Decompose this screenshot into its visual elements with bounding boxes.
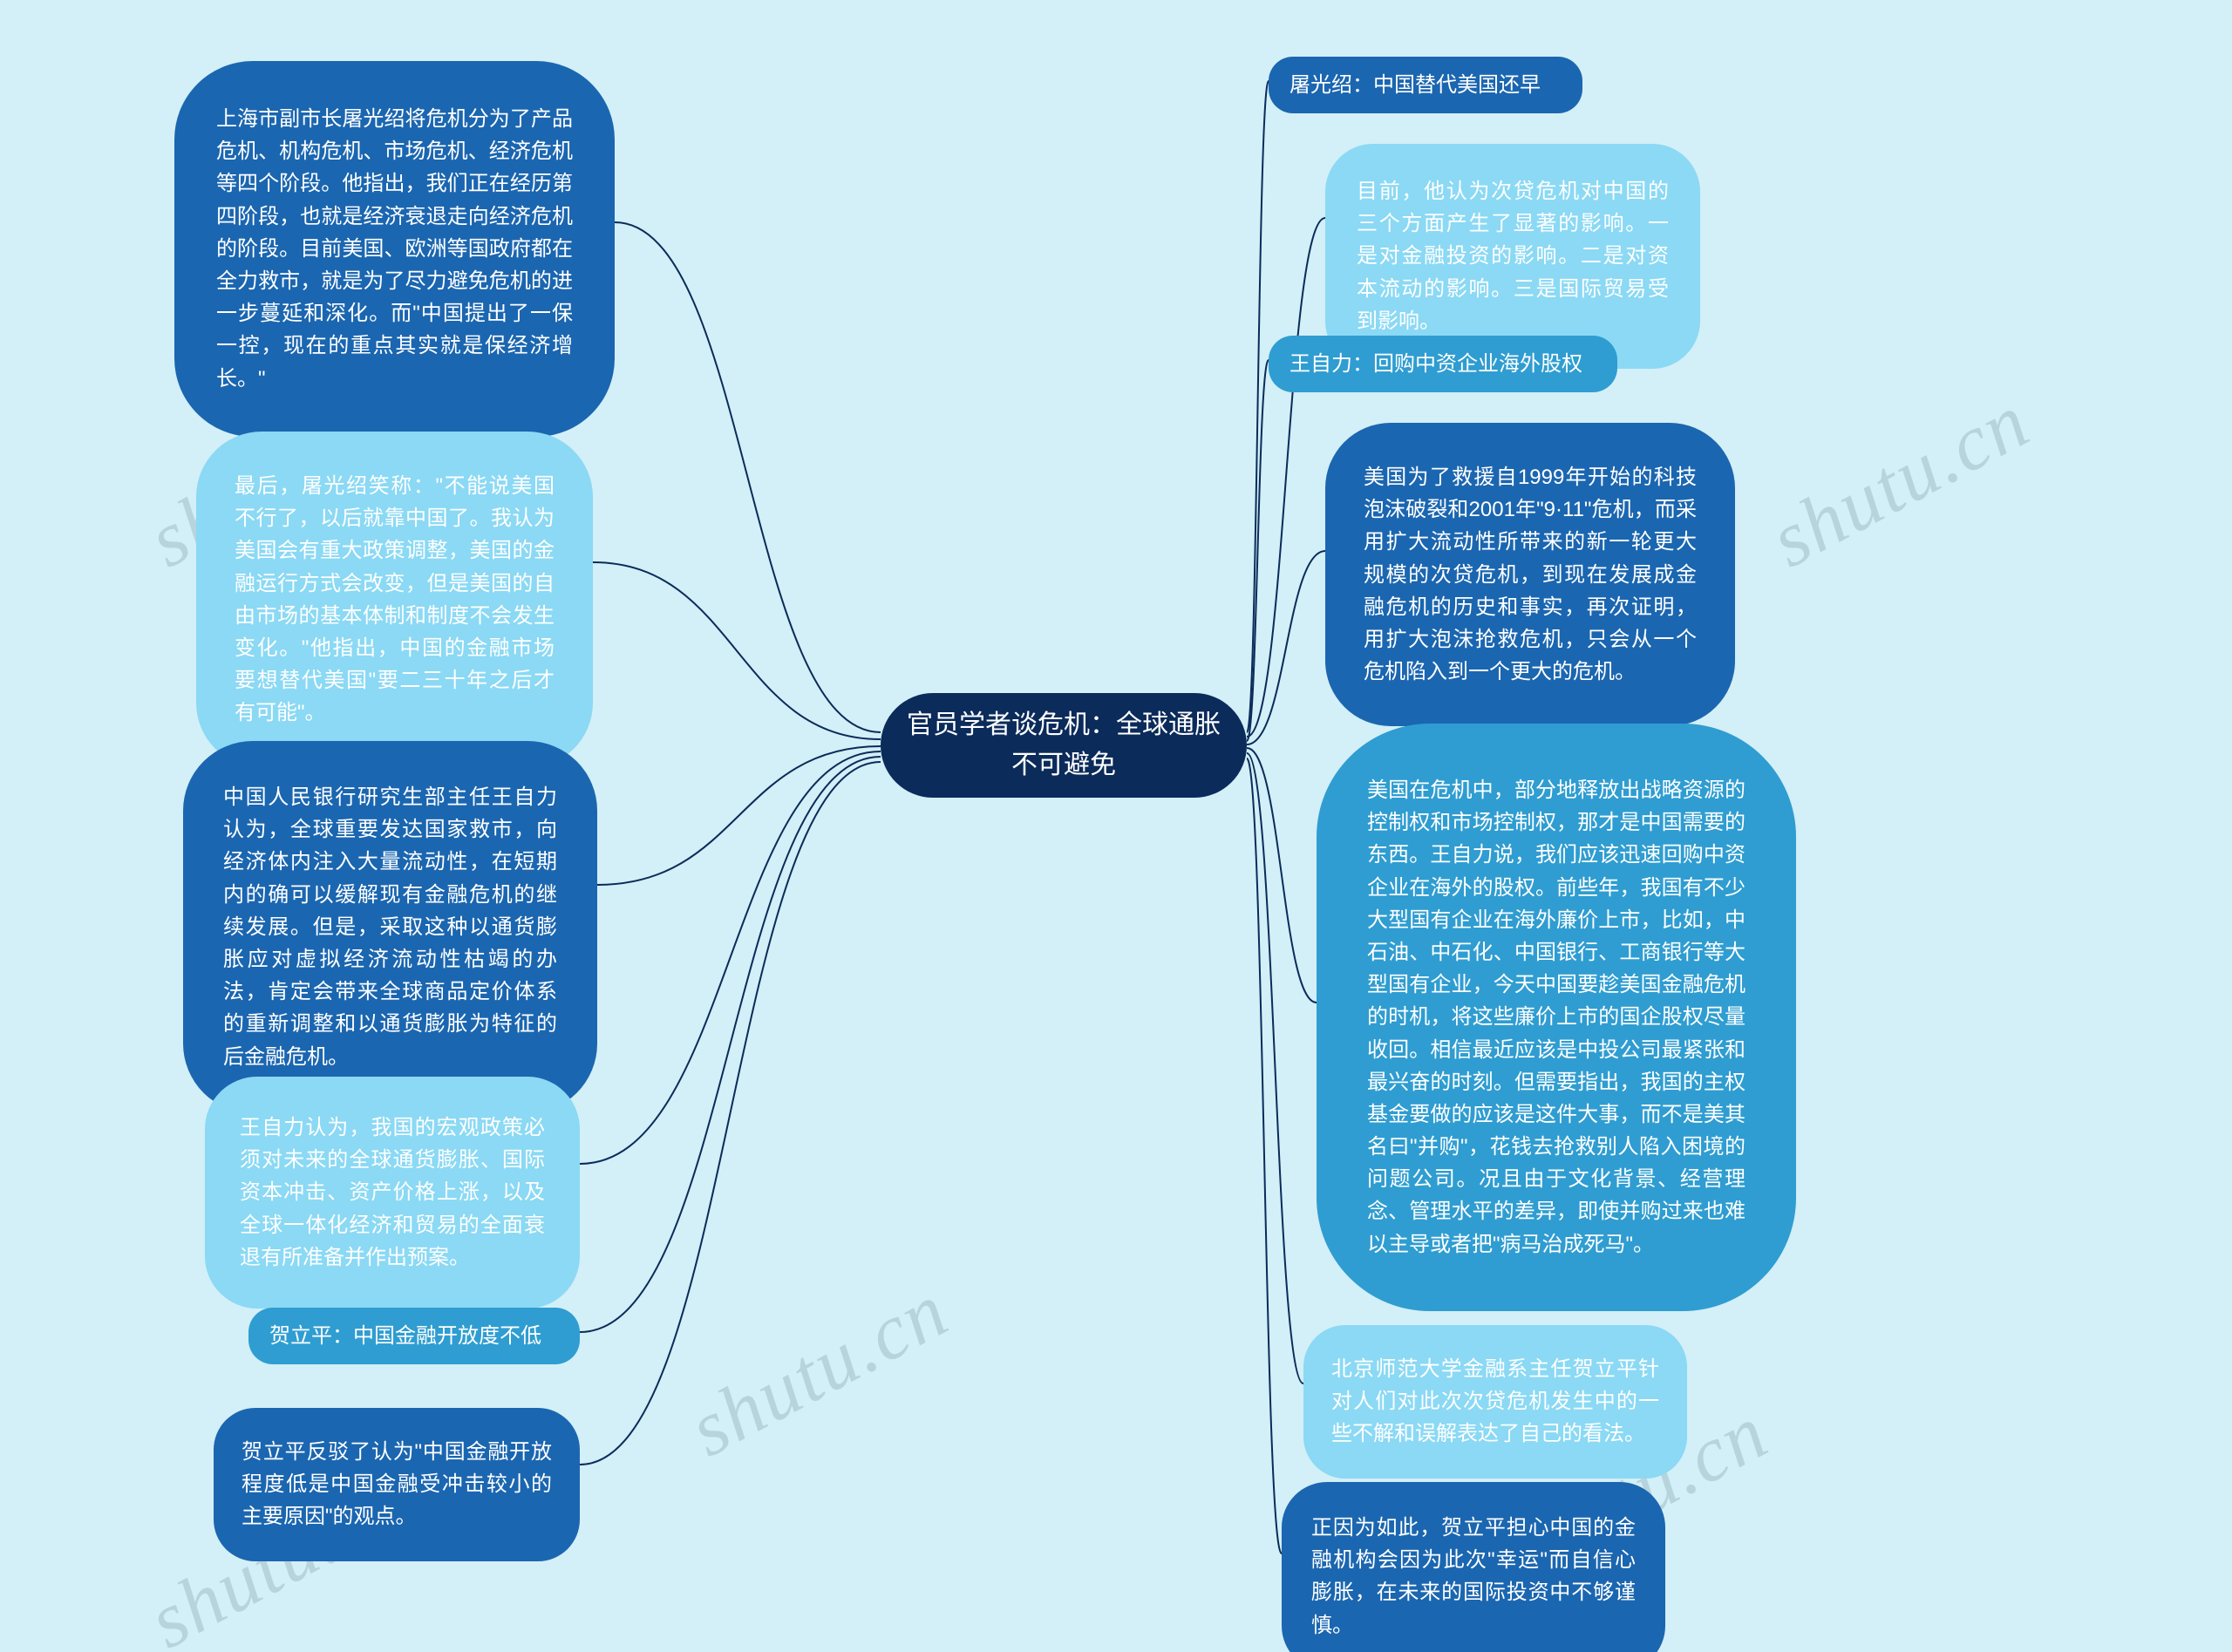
branch-node-he-liping-title: 贺立平：中国金融开放度不低 xyxy=(248,1308,580,1364)
branch-node-us-rescue-1999: 美国为了救援自1999年开始的科技泡沫破裂和2001年"9·11"危机，而采用扩… xyxy=(1325,423,1735,726)
branch-node-tu-final-remark: 最后，屠光绍笑称："不能说美国不行了，以后就靠中国了。我认为美国会有重大政策调整… xyxy=(196,432,593,768)
branch-node-text: 美国在危机中，部分地释放出战略资源的控制权和市场控制权，那才是中国需要的东西。王… xyxy=(1367,778,1745,1256)
mindmap-canvas: { "background_color": "#d3eff7", "connec… xyxy=(0,0,2232,1652)
branch-node-wang-zili-title: 王自力：回购中资企业海外股权 xyxy=(1269,336,1617,392)
branch-node-tu-guangshao-detail: 上海市副市长屠光绍将危机分为了产品危机、机构危机、市场危机、经济危机等四个阶段。… xyxy=(174,61,615,437)
center-topic-label: 官员学者谈危机：全球通胀不可避免 xyxy=(905,705,1222,786)
branch-node-text: 王自力：回购中资企业海外股权 xyxy=(1290,348,1582,380)
branch-node-tu-guangshao-title: 屠光绍：中国替代美国还早 xyxy=(1269,57,1582,113)
branch-node-he-liping-refute: 贺立平反驳了认为"中国金融开放程度低是中国金融受冲击较小的主要原因"的观点。 xyxy=(214,1408,580,1561)
branch-node-text: 目前，他认为次贷危机对中国的三个方面产生了显著的影响。一是对金融投资的影响。二是… xyxy=(1357,180,1669,333)
branch-node-text: 上海市副市长屠光绍将危机分为了产品危机、机构危机、市场危机、经济危机等四个阶段。… xyxy=(216,107,573,391)
branch-node-text: 中国人民银行研究生部主任王自力认为，全球重要发达国家救市，向经济体内注入大量流动… xyxy=(223,785,557,1069)
branch-node-bnu-he-liping: 北京师范大学金融系主任贺立平针对人们对此次次贷危机发生中的一些不解和误解表达了自… xyxy=(1303,1325,1687,1479)
branch-node-text: 北京师范大学金融系主任贺立平针对人们对此次次贷危机发生中的一些不解和误解表达了自… xyxy=(1331,1357,1659,1445)
branch-node-text: 屠光绍：中国替代美国还早 xyxy=(1290,69,1541,101)
branch-node-wang-zili-pboc: 中国人民银行研究生部主任王自力认为，全球重要发达国家救市，向经济体内注入大量流动… xyxy=(183,741,597,1113)
branch-node-text: 贺立平反驳了认为"中国金融开放程度低是中国金融受冲击较小的主要原因"的观点。 xyxy=(242,1440,552,1528)
branch-node-wang-macro-policy: 王自力认为，我国的宏观政策必须对未来的全球通货膨胀、国际资本冲击、资产价格上涨，… xyxy=(205,1077,580,1309)
watermark: shutu.cn xyxy=(1756,376,2044,585)
branch-node-us-release-strategic: 美国在危机中，部分地释放出战略资源的控制权和市场控制权，那才是中国需要的东西。王… xyxy=(1317,724,1796,1311)
branch-node-text: 最后，屠光绍笑称："不能说美国不行了，以后就靠中国了。我认为美国会有重大政策调整… xyxy=(235,474,555,724)
branch-node-text: 贺立平：中国金融开放度不低 xyxy=(269,1320,541,1352)
branch-node-text: 正因为如此，贺立平担心中国的金融机构会因为此次"幸运"而自信心膨胀，在未来的国际… xyxy=(1311,1516,1636,1637)
branch-node-he-concern: 正因为如此，贺立平担心中国的金融机构会因为此次"幸运"而自信心膨胀，在未来的国际… xyxy=(1282,1482,1665,1652)
branch-node-text: 王自力认为，我国的宏观政策必须对未来的全球通货膨胀、国际资本冲击、资产价格上涨，… xyxy=(240,1116,545,1269)
watermark: shutu.cn xyxy=(675,1265,963,1474)
center-topic: 官员学者谈危机：全球通胀不可避免 xyxy=(881,693,1247,798)
branch-node-text: 美国为了救援自1999年开始的科技泡沫破裂和2001年"9·11"危机，而采用扩… xyxy=(1364,466,1697,683)
